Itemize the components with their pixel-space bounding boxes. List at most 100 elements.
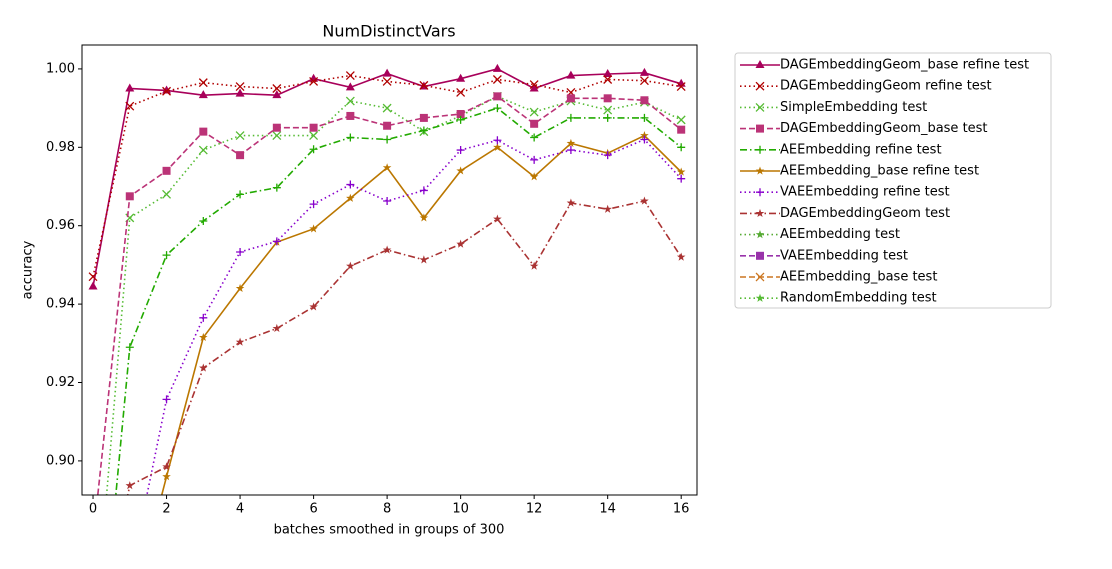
marker (640, 96, 649, 105)
marker (756, 124, 764, 133)
marker (755, 81, 765, 91)
y-tick-label: 1.00 (46, 61, 75, 76)
marker (309, 200, 318, 209)
marker (383, 197, 392, 206)
marker (272, 323, 282, 333)
legend-label: DAGEmbeddingGeom_base refine test (780, 58, 1029, 73)
marker (199, 313, 208, 322)
marker (346, 133, 355, 142)
chart-title: NumDistinctVars (322, 22, 455, 41)
marker (603, 105, 613, 115)
marker (346, 193, 355, 202)
marker (272, 123, 281, 132)
marker (125, 101, 135, 111)
marker (235, 82, 245, 92)
marker (529, 83, 539, 92)
marker (125, 83, 135, 92)
marker (529, 172, 539, 181)
marker (419, 80, 429, 90)
marker (677, 174, 686, 183)
marker (383, 135, 392, 144)
marker (493, 92, 502, 101)
marker (530, 133, 539, 142)
marker (456, 115, 465, 124)
marker (235, 131, 245, 141)
marker (456, 146, 465, 155)
marker (345, 82, 355, 91)
marker (492, 63, 502, 72)
marker (346, 111, 355, 120)
marker (346, 180, 355, 189)
marker (272, 84, 282, 93)
marker (640, 113, 649, 122)
marker (755, 166, 765, 175)
marker (419, 113, 428, 122)
marker (199, 217, 208, 226)
marker (676, 82, 686, 92)
marker (456, 73, 466, 82)
marker (162, 472, 171, 481)
marker (272, 90, 282, 99)
x-tick-label: 0 (89, 502, 97, 517)
legend-label: SimpleEmbedding test (780, 100, 927, 115)
legend-label: AEEmbedding test (780, 227, 900, 242)
marker (756, 145, 764, 154)
marker (456, 239, 465, 248)
series-line (114, 107, 682, 495)
marker (755, 230, 765, 239)
x-tick-label: 16 (673, 502, 690, 517)
marker (676, 252, 686, 261)
marker (345, 71, 355, 81)
series-line (92, 68, 682, 287)
y-tick-label: 0.94 (46, 297, 75, 312)
legend-label: AEEmbedding_base test (780, 270, 937, 285)
marker (309, 123, 318, 132)
legend-label: AEEmbedding refine test (780, 142, 942, 157)
marker (755, 208, 765, 218)
marker (162, 166, 171, 175)
marker (88, 281, 98, 290)
y-axis-label: accuracy (21, 240, 36, 299)
marker (309, 224, 318, 233)
x-tick-label: 12 (526, 502, 543, 517)
marker (640, 131, 649, 140)
marker (236, 190, 245, 199)
marker (162, 189, 172, 199)
marker (566, 198, 576, 207)
legend-label: DAGEmbeddingGeom_base test (780, 121, 988, 136)
marker (755, 102, 765, 112)
marker (493, 104, 502, 113)
marker (309, 302, 318, 311)
marker (382, 245, 392, 254)
marker (419, 186, 428, 195)
marker (530, 119, 539, 128)
marker (382, 103, 392, 113)
x-tick-label: 2 (162, 502, 170, 517)
marker (755, 272, 765, 282)
marker (419, 213, 429, 222)
marker (198, 145, 208, 155)
legend-label: VAEEmbedding test (780, 248, 908, 263)
y-tick-label: 0.98 (46, 140, 75, 155)
marker (529, 80, 539, 90)
legend-label: VAEEmbedding refine test (780, 185, 950, 200)
marker (677, 125, 686, 134)
marker (382, 76, 392, 86)
marker (639, 67, 649, 76)
y-tick-label: 0.92 (46, 375, 75, 390)
marker (493, 142, 502, 151)
marker (383, 121, 392, 130)
marker (640, 196, 649, 205)
marker (272, 237, 281, 246)
marker (603, 151, 612, 160)
marker (198, 90, 208, 99)
marker (125, 192, 134, 201)
marker (755, 60, 765, 68)
marker (639, 76, 649, 86)
marker (235, 283, 245, 293)
marker (756, 251, 764, 260)
marker (493, 214, 502, 223)
marker (603, 75, 613, 84)
marker (566, 70, 576, 79)
